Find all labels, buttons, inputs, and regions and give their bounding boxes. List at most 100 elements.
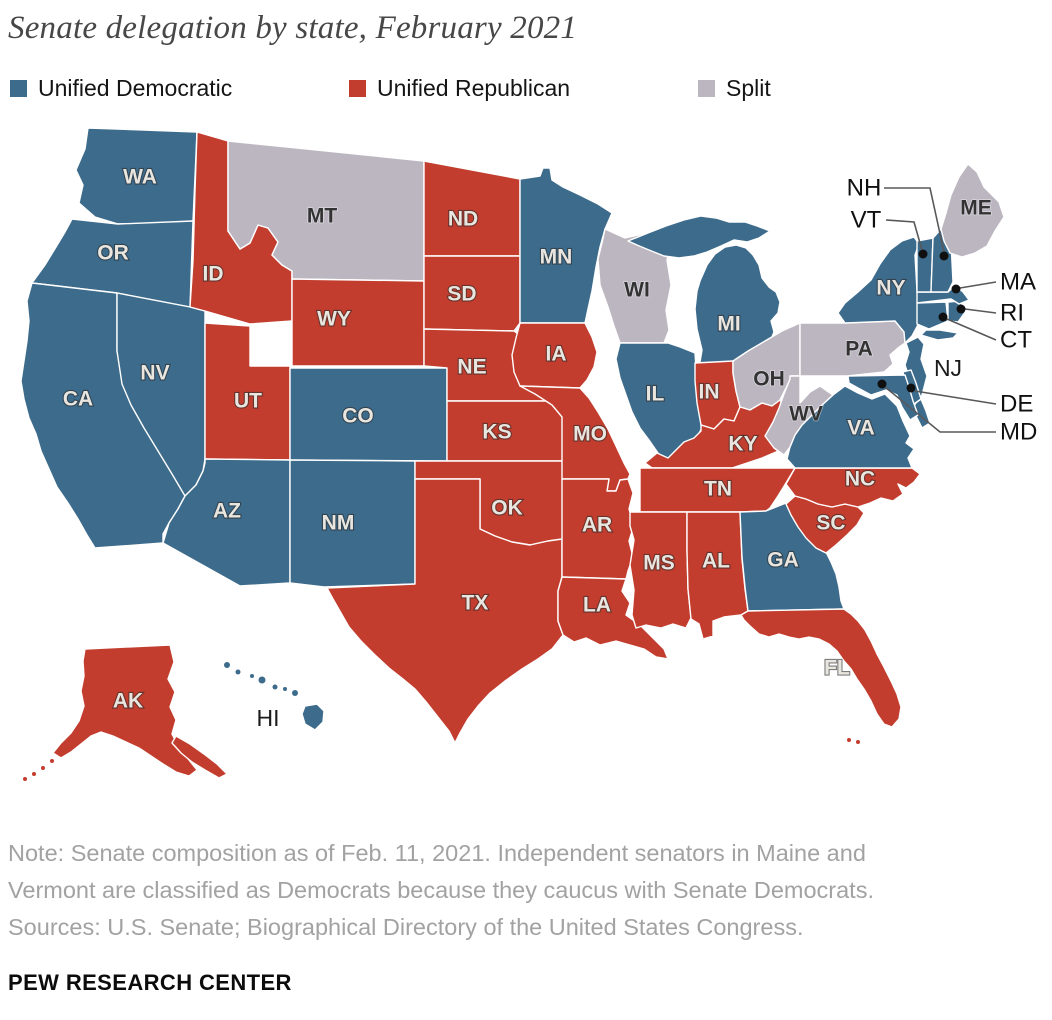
state-label-WA: WA — [123, 166, 157, 189]
state-CT — [916, 301, 949, 330]
footer-brand: PEW RESEARCH CENTER — [8, 970, 292, 995]
callout-dot-RI — [956, 304, 966, 314]
state-label-MO: MO — [573, 423, 607, 446]
state-FL-island — [856, 740, 860, 744]
state-label-SC: SC — [816, 512, 845, 535]
callout-line-CT — [946, 318, 997, 341]
callout-label-MD: MD — [1000, 419, 1037, 446]
legend-item-rep: Unified Republican — [349, 75, 570, 102]
callout-line-MA — [959, 281, 997, 289]
state-label-PA: PA — [845, 338, 873, 361]
state-HI — [301, 703, 325, 731]
callout-dot-CT — [938, 312, 948, 322]
state-label-KY: KY — [728, 433, 757, 456]
state-label-WY: WY — [317, 308, 351, 331]
state-HI-island — [272, 684, 278, 690]
callout-label-VT: VT — [851, 207, 882, 234]
callout-label-CT: CT — [1000, 327, 1032, 354]
callout-line-MD — [884, 386, 996, 433]
state-label-UT: UT — [234, 390, 262, 413]
page-title: Senate delegation by state, February 202… — [8, 10, 578, 46]
state-label-CO: CO — [342, 405, 374, 428]
state-LA — [557, 576, 669, 660]
state-label-KS: KS — [482, 421, 511, 444]
state-HI-island — [258, 676, 266, 684]
state-FL — [740, 608, 902, 728]
state-MN — [519, 167, 613, 324]
state-label-OR: OR — [97, 242, 129, 265]
state-label-WV: WV — [789, 403, 823, 426]
callout-label-MA: MA — [1000, 269, 1036, 296]
callout-label-NH: NH — [847, 175, 882, 202]
state-TX — [326, 478, 564, 744]
state-AK-island — [23, 777, 27, 781]
legend: Unified Democratic Unified Republican Spli… — [0, 75, 1052, 101]
legend-swatch-rep — [349, 80, 366, 97]
state-HI-island — [283, 687, 287, 691]
note-line: Sources: U.S. Senate; Biographical Direc… — [8, 914, 804, 940]
state-MI — [627, 215, 771, 259]
state-FL-island — [847, 738, 851, 742]
callout-dot-NH — [939, 251, 949, 261]
legend-label: Unified Republican — [377, 75, 571, 101]
state-label-TN: TN — [704, 478, 732, 501]
callout-dot-VT — [918, 249, 928, 259]
state-AK — [171, 735, 228, 779]
legend-item-split: Split — [698, 75, 771, 102]
state-label-NC: NC — [845, 468, 875, 491]
state-label-MT: MT — [307, 205, 337, 228]
us-map: WA OR CA NV ID MT WY UT CO AZ NM ND SD NE KS OK TX MN IA MO… — [20, 127, 1037, 781]
state-OH — [732, 322, 801, 411]
state-IA — [511, 322, 598, 389]
callout-line-NH — [884, 187, 945, 253]
note-line: Note: Senate composition as of Feb. 11, … — [8, 840, 866, 866]
state-NY — [920, 329, 959, 341]
state-label-IA: IA — [546, 343, 567, 366]
state-label-MI: MI — [717, 313, 740, 336]
state-label-LA: LA — [583, 594, 611, 617]
state-HI-island — [250, 674, 254, 678]
callout-line-VT — [885, 219, 923, 251]
state-label-ME: ME — [960, 197, 992, 220]
callout-line-DE — [914, 390, 997, 405]
state-AR — [561, 478, 635, 580]
state-SD — [423, 255, 521, 332]
state-label-AK: AK — [113, 690, 143, 713]
state-label-ID: ID — [203, 263, 224, 286]
state-ME — [940, 163, 1005, 258]
state-label-GA: GA — [767, 549, 799, 572]
note-line: Vermont are classified as Democrats beca… — [8, 877, 874, 903]
state-AL — [686, 511, 749, 640]
state-label-NV: NV — [140, 362, 169, 385]
state-label-NM: NM — [322, 512, 355, 535]
state-label-VA: VA — [847, 417, 875, 440]
state-AK-island — [32, 772, 36, 776]
state-label-OH: OH — [753, 368, 785, 391]
state-AK-island — [50, 759, 54, 763]
state-label-NE: NE — [457, 356, 486, 379]
state-NC — [785, 467, 921, 508]
state-label-AL: AL — [702, 550, 730, 573]
note-text: Note: Senate composition as of Feb. 11, … — [0, 835, 1052, 946]
state-label-AZ: AZ — [213, 500, 241, 523]
state-NY — [837, 236, 920, 344]
pew-chart-page: Senate delegation by state, February 202… — [0, 10, 1052, 995]
state-label-FL: FL — [824, 657, 850, 680]
legend-item-dem: Unified Democratic — [10, 75, 232, 102]
callout-dot-MD — [877, 379, 887, 389]
state-WV — [764, 375, 834, 456]
state-label-HI: HI — [257, 705, 280, 731]
state-label-IL: IL — [646, 383, 665, 406]
state-KY — [644, 399, 801, 469]
state-label-OK: OK — [491, 497, 523, 520]
legend-swatch-dem — [10, 80, 27, 97]
state-MI — [694, 244, 781, 373]
state-label-IN: IN — [699, 381, 720, 404]
state-label-TX: TX — [462, 592, 489, 615]
legend-swatch-split — [698, 80, 715, 97]
callout-label-DE: DE — [1000, 391, 1033, 418]
state-WY — [291, 278, 425, 367]
legend-label: Split — [726, 75, 771, 101]
state-HI-island — [224, 662, 230, 668]
state-label-NY: NY — [876, 277, 905, 300]
